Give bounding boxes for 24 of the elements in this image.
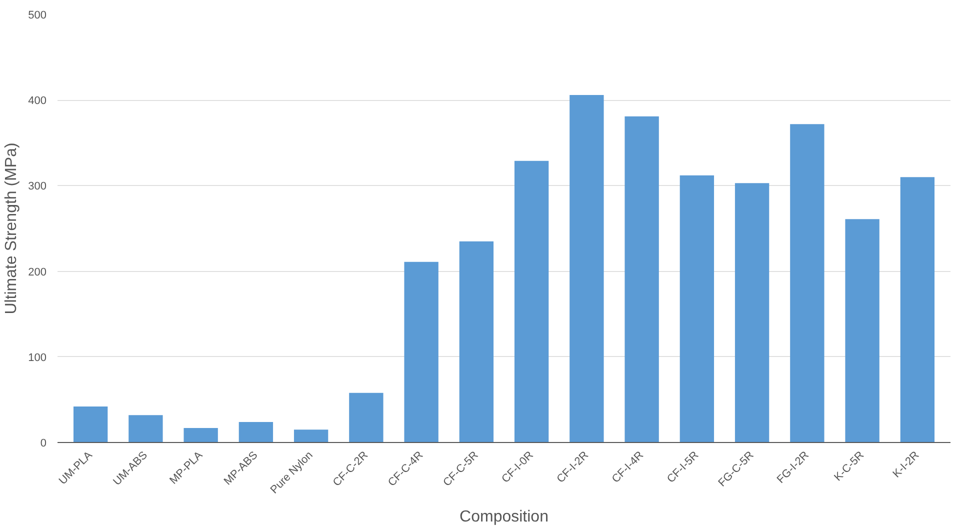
bar <box>349 392 384 442</box>
bar <box>294 430 328 442</box>
x-axis-title: Composition <box>460 508 548 526</box>
y-axis-title: Ultimate Strength (MPa) <box>3 142 20 314</box>
y-tick-label: 100 <box>28 352 47 364</box>
bar <box>790 124 824 442</box>
y-tick-label: 200 <box>28 266 47 278</box>
bar <box>514 160 549 442</box>
bar <box>73 406 108 442</box>
y-tick-label: 400 <box>28 95 47 108</box>
bar <box>570 94 604 442</box>
bar <box>680 175 714 442</box>
bar <box>459 241 494 442</box>
bar <box>900 177 935 442</box>
bar <box>128 415 163 442</box>
bar <box>404 262 438 442</box>
bar <box>184 428 218 442</box>
bar <box>734 183 770 442</box>
bar <box>624 116 659 442</box>
bar <box>845 219 880 442</box>
y-tick-label: 500 <box>28 10 47 22</box>
y-tick-label: 300 <box>28 180 47 193</box>
bar <box>238 422 274 442</box>
y-tick-label: 0 <box>40 438 47 450</box>
